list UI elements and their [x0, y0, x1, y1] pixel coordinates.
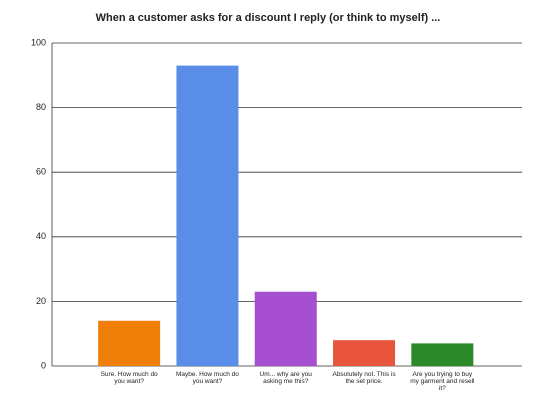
x-tick-label: Sure. How much do you want?: [100, 371, 158, 385]
y-tick-label: 80: [36, 102, 46, 112]
x-tick-label-box: Um... why are you asking me this?: [259, 371, 312, 385]
bar: [411, 343, 474, 366]
x-tick-label: Um... why are you asking me this?: [259, 371, 312, 385]
bar: [98, 320, 161, 366]
chart-title: When a customer asks for a discount I re…: [96, 12, 441, 24]
bar: [176, 65, 239, 367]
x-tick-label: Maybe. How much do you want?: [176, 371, 239, 385]
y-tick-label: 60: [36, 167, 46, 177]
x-tick-label-box: Absolutely not. This is the set price.: [332, 371, 396, 385]
x-tick-label-box: Sure. How much do you want?: [100, 371, 158, 385]
bar: [333, 340, 396, 366]
y-tick-label: 100: [31, 37, 46, 47]
x-tick-label-box: Are you trying to buy my garment and res…: [410, 371, 475, 392]
y-tick-label: 20: [36, 296, 46, 306]
x-tick-label: Are you trying to buy my garment and res…: [410, 371, 475, 392]
bar: [254, 291, 317, 366]
x-tick-label-box: Maybe. How much do you want?: [176, 371, 239, 385]
x-tick-label: Absolutely not. This is the set price.: [332, 371, 396, 385]
y-tick-label: 40: [36, 231, 46, 241]
y-tick-label: 0: [41, 360, 46, 370]
